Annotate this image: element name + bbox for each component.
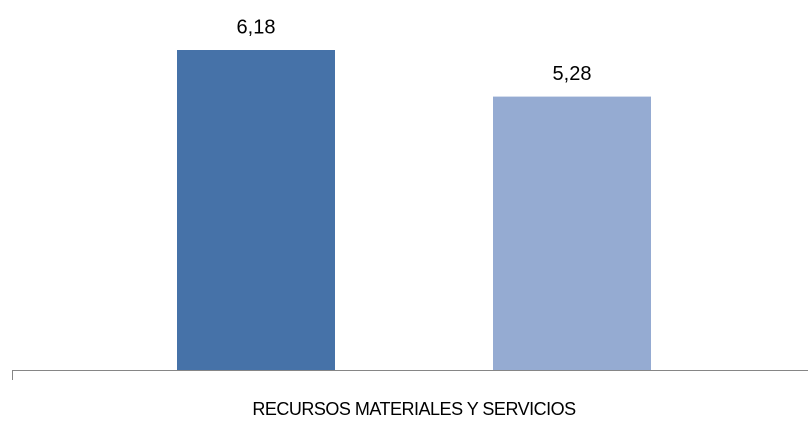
value-label: 6,18: [237, 16, 276, 38]
bar: [177, 50, 335, 370]
bar: [493, 96, 651, 371]
value-label: 5,28: [553, 63, 592, 85]
x-tick-label: RECURSOS MATERIALES Y SERVICIOS: [252, 399, 576, 419]
